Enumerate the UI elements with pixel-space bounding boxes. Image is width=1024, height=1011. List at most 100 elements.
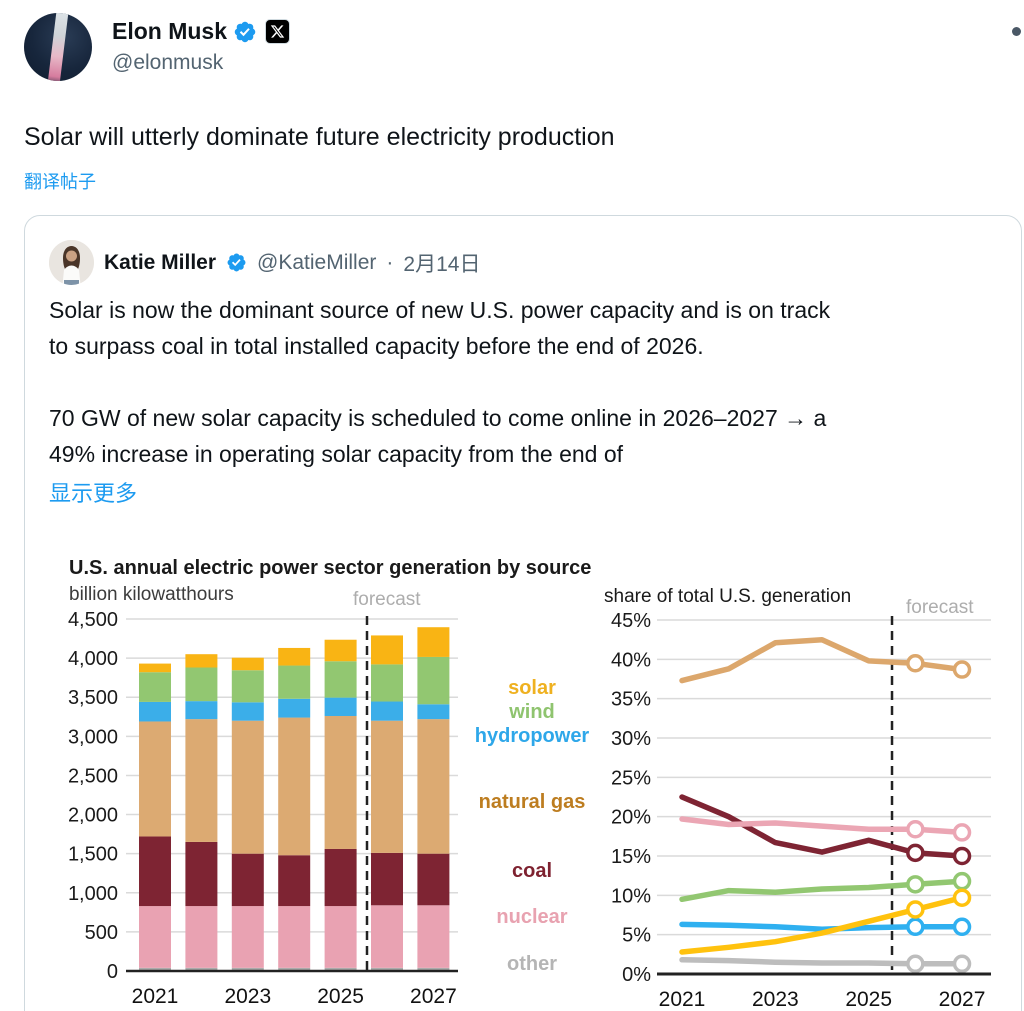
author-handle[interactable]: @elonmusk [112,51,224,74]
x-tick-label: 2025 [845,988,892,1011]
y-tick-label: 45% [611,610,651,632]
forecast-marker-wind [906,875,925,894]
bar-segment-hydropower [185,701,218,720]
quote-paragraph-2: 70 GW of new solar capacity is scheduled… [49,405,827,467]
x-tick-label: 2021 [132,985,179,1008]
y-tick-label: 2,000 [68,805,118,827]
y-tick-label: 30% [611,728,651,750]
translate-post-link[interactable]: 翻译帖子 [24,172,96,192]
bar-segment-wind [139,672,171,702]
x-tick-label: 2025 [317,985,364,1008]
bar-segment-solar [417,627,450,657]
author-block: Elon Musk @elonmusk [112,13,291,81]
y-tick-label: 4,500 [68,609,118,631]
x-affiliate-badge[interactable] [265,19,291,44]
bar-segment-solar [324,639,357,662]
right-chart-subtitle: share of total U.S. generation [604,586,852,607]
forecast-marker-hydropower [906,917,925,937]
bar-segment-solar [371,635,403,665]
quoted-tweet-card[interactable]: Katie Miller @KatieMiller · 2月14日 Solar … [24,215,1022,1011]
forecast-marker-natural-gas [906,654,925,673]
bar-segment-coal [417,853,450,906]
bar-segment-wind [324,661,357,698]
bar-segment-other [371,967,403,971]
bar-segment-coal [185,841,218,907]
bar-segment-nuclear [371,905,403,968]
bar-segment-hydropower [139,701,171,722]
chart-media[interactable]: U.S. annual electric power sector genera… [25,546,1021,1011]
x-logo-icon [270,25,285,38]
legend-label-wind: wind [509,701,555,723]
right-forecast-label: forecast [906,597,974,618]
forecast-marker-wind [952,871,972,891]
tweet-header: Elon Musk @elonmusk [24,13,291,81]
y-tick-label: 500 [85,922,118,944]
legend-label-coal: coal [511,860,553,882]
bar-segment-nuclear [417,905,450,968]
bar-segment-coal [371,852,403,906]
show-more-link[interactable]: 显示更多 [49,481,138,506]
y-tick-label: 3,500 [68,687,118,709]
bar-segment-natural-gas [371,720,403,853]
bar-segment-wind [278,665,311,699]
y-tick-label: 40% [611,649,651,671]
quote-separator: · [386,250,394,274]
quote-date: 2月14日 [403,252,481,276]
x-tick-label: 2027 [410,985,457,1008]
legend-label-natural-gas: natural gas [478,791,586,813]
more-menu-dot[interactable] [1012,27,1021,36]
bar-segment-nuclear [185,906,218,968]
quote-author-name[interactable]: Katie Miller [104,250,217,274]
legend-label-other: other [507,953,557,975]
forecast-marker-other [952,954,972,974]
rocket-image [47,13,69,81]
chart-title: U.S. annual electric power sector genera… [69,557,592,579]
bar-segment-hydropower [324,697,357,716]
y-tick-label: 0 [107,961,118,983]
y-tick-label: 0% [622,964,651,986]
forecast-marker-nuclear [952,823,972,842]
forecast-marker-natural-gas [952,660,972,679]
generation-bar-chart: 0 500 1,000 1,500 2,000 2,500 3,000 3,500 4,000 4… [68,609,458,1008]
quote-author-handle: @KatieMiller [257,250,377,274]
bar-segment-wind [371,664,403,702]
bar-segment-natural-gas [324,715,357,849]
avatar[interactable] [24,13,92,81]
bar-segment-other [417,967,450,971]
verified-badge-icon [234,21,256,42]
y-tick-label: 25% [611,767,651,789]
share-line-chart: 0% 5% 10% 15% 20% 25% 30% 35% 40% 45% 2021 2023 2025… [611,610,991,1011]
bar-segment-other [278,967,311,971]
bar-segment-hydropower [417,704,450,720]
bar-segment-natural-gas [417,719,450,854]
bar-segment-wind [417,656,450,705]
x-tick-label: 2023 [752,988,799,1011]
quote-avatar[interactable] [49,240,94,285]
bar-segment-natural-gas [139,721,171,837]
bar-segment-natural-gas [278,717,311,856]
forecast-marker-other [906,954,925,974]
bar-segment-coal [231,853,264,907]
bar-segment-hydropower [371,701,403,721]
quote-paragraph-1: Solar is now the dominant source of new … [49,297,831,359]
bar-segment-natural-gas [185,719,218,842]
y-tick-label: 15% [611,846,651,868]
forecast-marker-solar [906,900,925,919]
bar-segment-nuclear [139,906,171,968]
y-tick-label: 20% [611,807,651,829]
bar-segment-coal [324,848,357,907]
bar-segment-other [324,967,357,971]
bar-segment-natural-gas [231,720,264,854]
y-tick-label: 3,000 [68,726,118,748]
bar-segment-other [139,967,171,971]
author-name[interactable]: Elon Musk [112,18,228,44]
forecast-marker-solar [952,888,972,907]
x-tick-label: 2023 [224,985,271,1008]
y-tick-label: 4,000 [68,648,118,670]
bar-segment-other [185,967,218,971]
y-tick-label: 35% [611,689,651,711]
forecast-marker-coal [952,846,972,866]
bar-segment-hydropower [231,702,264,721]
forecast-marker-nuclear [906,820,925,839]
bar-segment-nuclear [278,906,311,968]
